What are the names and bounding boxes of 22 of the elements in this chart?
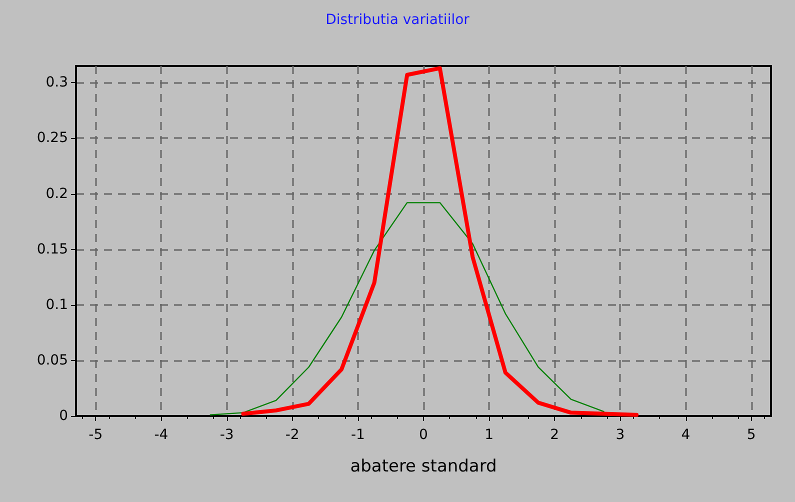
y-tick-label: 0.25 [36, 130, 68, 146]
x-tick-label: 1 [484, 427, 494, 443]
x-axis-title: abatere standard [350, 456, 497, 476]
x-tick-label: -3 [220, 427, 234, 443]
y-tick-label: 0.2 [46, 186, 68, 202]
x-tick-label: 4 [681, 427, 690, 443]
y-tick-label: 0.05 [36, 352, 68, 368]
y-tick-label: 0.1 [46, 296, 68, 313]
chart-title: Distributia variatiilor [326, 12, 470, 28]
y-tick-label: 0 [59, 408, 68, 424]
x-tick-label: 3 [616, 427, 625, 443]
x-tick-label: -5 [88, 427, 103, 443]
line-series [241, 66, 639, 417]
y-tick-label: 0.3 [46, 74, 68, 91]
x-tick-label: 2 [550, 427, 560, 443]
x-tick-label: -2 [285, 427, 300, 443]
x-tick-label: 5 [746, 427, 756, 443]
x-tick-label: 0 [419, 427, 428, 443]
line-series [210, 202, 604, 416]
y-tick-label: 0.15 [36, 241, 68, 258]
x-tick-label: -1 [350, 427, 365, 443]
x-tick-label: -4 [154, 427, 168, 443]
